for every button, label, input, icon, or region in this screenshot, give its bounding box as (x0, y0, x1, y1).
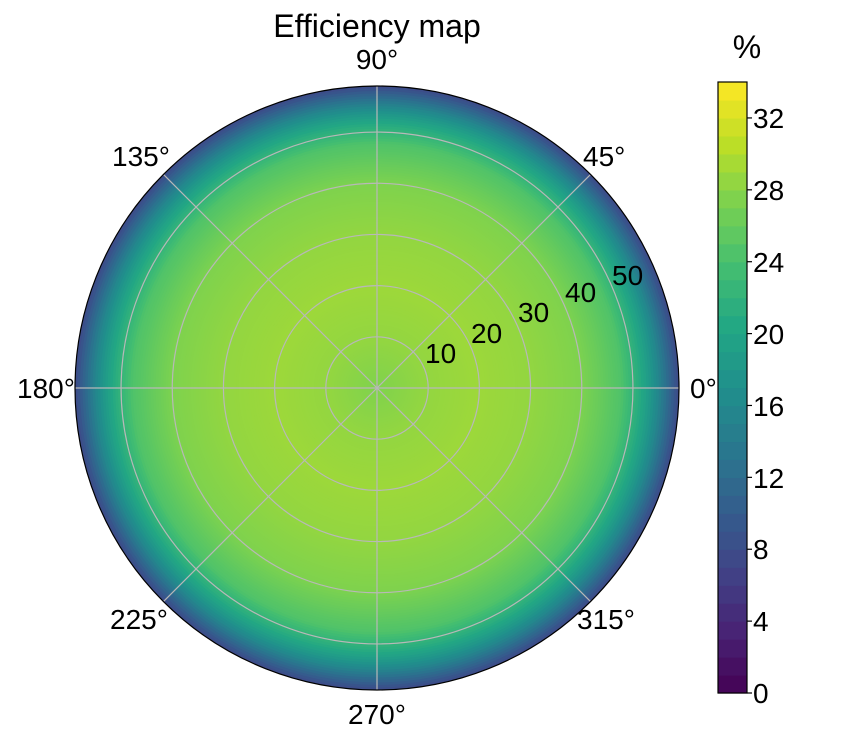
grid-spoke (163, 387, 378, 602)
colorbar-band (718, 531, 747, 550)
colorbar-band (718, 639, 747, 658)
angle-tick-label-270: 270° (348, 699, 406, 730)
angle-tick-label-225: 225° (110, 604, 168, 635)
angle-tick-labels: 0° 45° 90° 135° 180° 225° 270° 315° (17, 44, 717, 730)
colorbar-band (718, 315, 747, 335)
colorbar-band (718, 297, 747, 317)
colorbar-band (718, 189, 747, 209)
colorbar-band (718, 423, 747, 443)
colorbar-gradient (718, 82, 747, 694)
angle-tick-label-135: 135° (112, 141, 170, 172)
colorbar-tick-12: 12 (753, 463, 784, 494)
polar-grid (75, 86, 679, 690)
grid-spoke (376, 387, 591, 602)
colorbar-band (718, 567, 747, 586)
colorbar-tick-labels: 0 4 8 12 16 20 24 28 32 (753, 103, 784, 709)
radial-tick-label-40: 40 (565, 277, 596, 308)
colorbar-band (718, 549, 747, 568)
colorbar-band (718, 261, 747, 281)
angle-tick-label-315: 315° (577, 604, 635, 635)
colorbar-band (718, 99, 747, 119)
polar-frame (74, 85, 680, 691)
colorbar-frame (717, 81, 748, 694)
colorbar-band (718, 513, 747, 532)
colorbar-tick-20: 20 (753, 319, 784, 350)
colorbar-band (718, 657, 747, 676)
radial-tick-label-10: 10 (425, 338, 456, 369)
colorbar-band (718, 153, 747, 173)
colorbar-ticks (747, 117, 752, 694)
colorbar-band (718, 351, 747, 371)
colorbar-tick-16: 16 (753, 391, 784, 422)
grid-spoke (376, 174, 591, 389)
colorbar-band (718, 585, 747, 604)
colorbar-tick-28: 28 (753, 175, 784, 206)
angle-tick-label-90: 90° (356, 44, 398, 75)
colorbar-tick-32: 32 (753, 103, 784, 134)
colorbar-band (718, 369, 747, 389)
colorbar-band (718, 405, 747, 425)
colorbar-band (718, 135, 747, 155)
colorbar-band (718, 603, 747, 622)
colorbar-band (718, 387, 747, 407)
colorbar-band (718, 225, 747, 245)
colorbar-band (718, 82, 747, 101)
colorbar-tick-24: 24 (753, 247, 784, 278)
colorbar-band (718, 477, 747, 496)
colorbar-band (718, 621, 747, 640)
angle-tick-label-0: 0° (690, 373, 717, 404)
chart-title: Efficiency map (273, 8, 481, 44)
angle-tick-label-180: 180° (17, 373, 75, 404)
radial-tick-label-20: 20 (471, 318, 502, 349)
colorbar-band (718, 459, 747, 478)
radial-tick-labels: 10 20 30 40 50 (425, 260, 643, 369)
colorbar-band (718, 279, 747, 299)
radial-tick-label-50: 50 (612, 260, 643, 291)
colorbar-band (718, 207, 747, 227)
grid-spoke (163, 174, 378, 389)
radial-tick-label-30: 30 (518, 297, 549, 328)
colorbar-tick-8: 8 (753, 534, 769, 565)
colorbar-label: % (733, 29, 761, 65)
colorbar-band (718, 495, 747, 514)
angle-tick-label-45: 45° (583, 141, 625, 172)
colorbar: 0 4 8 12 16 20 24 28 32 % (717, 29, 784, 709)
colorbar-tick-4: 4 (753, 606, 769, 637)
colorbar-tick-0: 0 (753, 678, 769, 709)
colorbar-band (718, 333, 747, 353)
colorbar-band (718, 243, 747, 263)
colorbar-band (718, 117, 747, 137)
colorbar-band (718, 441, 747, 460)
colorbar-band (718, 675, 747, 694)
colorbar-band (718, 171, 747, 191)
